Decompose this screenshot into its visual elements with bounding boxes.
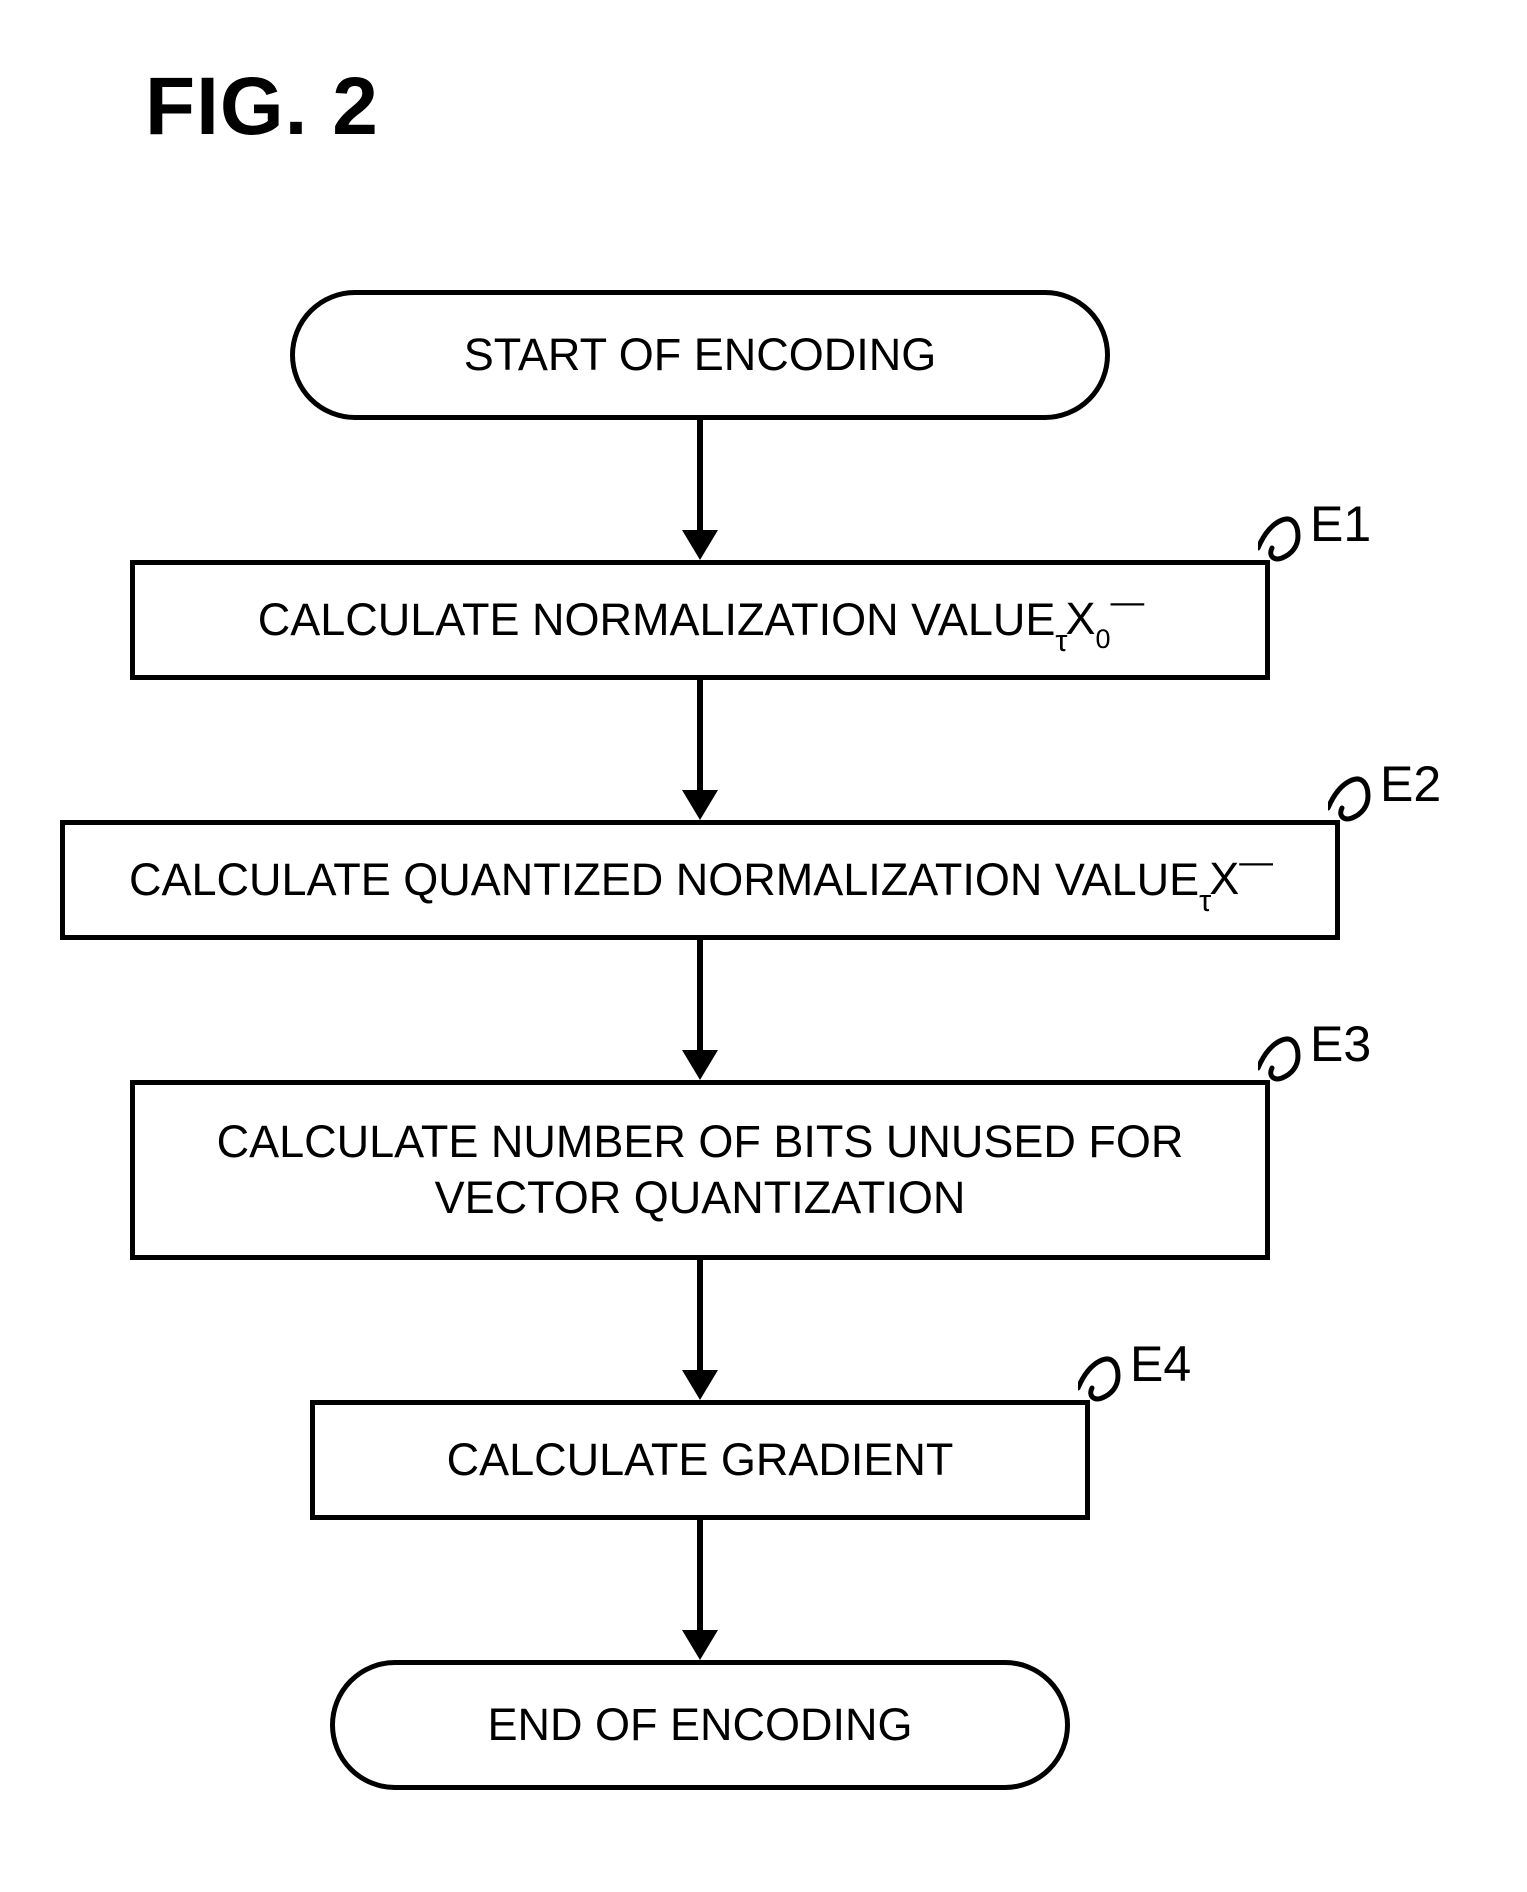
flow-node-e1: CALCULATE NORMALIZATION VALUE τX0— [130,560,1270,680]
arrow-head-icon [682,530,718,560]
squiggle-icon [1328,770,1376,826]
flow-node-e3: CALCULATE NUMBER OF BITS UNUSED FOR VECT… [130,1080,1270,1260]
arrow-head-icon [682,1370,718,1400]
arrow-head-icon [682,1050,718,1080]
flow-node-end: END OF ENCODING [330,1660,1070,1790]
flow-node-start: START OF ENCODING [290,290,1110,420]
step-label-e1: E1 [1310,495,1371,553]
flow-node-e2: CALCULATE QUANTIZED NORMALIZATION VALUE … [60,820,1340,940]
arrow-line [697,680,703,794]
squiggle-icon [1078,1350,1126,1406]
squiggle-icon [1258,510,1306,566]
arrow-head-icon [682,790,718,820]
step-label-e2: E2 [1380,755,1441,813]
arrow-line [697,1520,703,1634]
arrow-line [697,420,703,534]
arrow-line [697,940,703,1054]
step-label-e4: E4 [1130,1335,1191,1393]
squiggle-icon [1258,1030,1306,1086]
arrow-line [697,1260,703,1374]
step-label-e3: E3 [1310,1015,1371,1073]
arrow-head-icon [682,1630,718,1660]
figure-title: FIG. 2 [145,60,379,154]
flow-node-e4: CALCULATE GRADIENT [310,1400,1090,1520]
